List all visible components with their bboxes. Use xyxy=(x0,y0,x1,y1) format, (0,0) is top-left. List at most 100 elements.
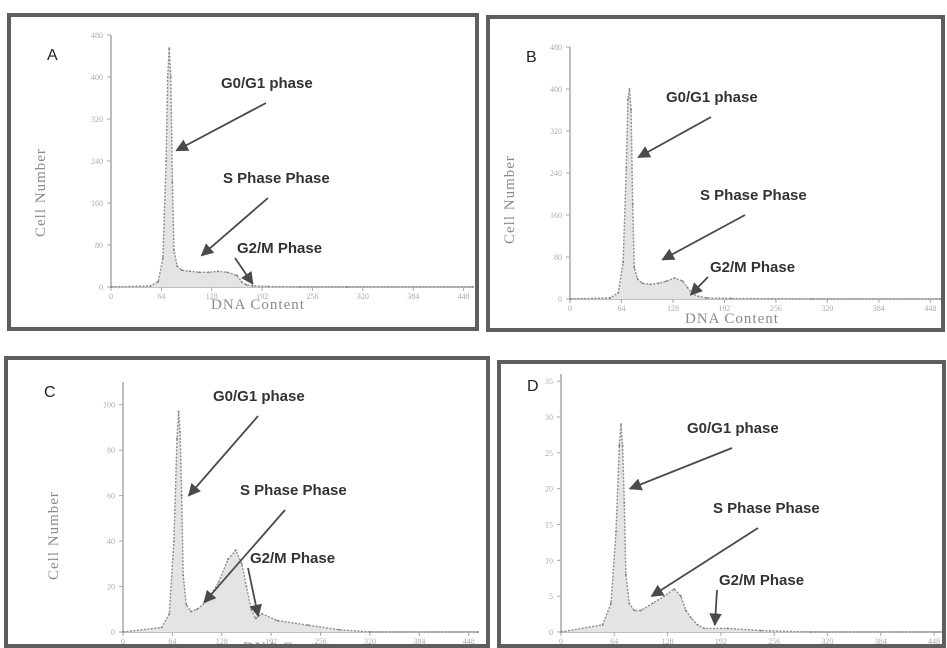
data-point xyxy=(657,282,660,285)
annotation-arrow xyxy=(689,276,709,296)
annotation-arrow xyxy=(175,102,267,152)
y-tick-label: 320 xyxy=(91,115,103,124)
panel-a: 0 80 160 240 320 400 480 0 64 128 192 256 320 384 448 A… xyxy=(7,13,479,331)
phase-annotation-label: G2/M Phase xyxy=(719,572,805,589)
data-point xyxy=(631,203,634,206)
y-axis-title: Cell Number xyxy=(502,155,518,244)
data-point xyxy=(689,616,692,619)
y-tick-label: 240 xyxy=(550,169,562,178)
histogram-plot: 0 80 160 240 320 400 480 0 64 128 192 256 320 384 448 xyxy=(550,43,941,313)
data-point xyxy=(627,98,629,101)
data-point xyxy=(601,623,604,626)
y-tick-label: 15 xyxy=(545,521,553,530)
data-point xyxy=(236,274,238,277)
x-tick-label: 320 xyxy=(821,304,833,313)
data-point xyxy=(621,444,624,447)
phase-annotation-label: G0/G1 phase xyxy=(687,420,779,437)
data-point xyxy=(622,261,624,264)
x-tick-label: 128 xyxy=(216,637,228,644)
data-point xyxy=(217,270,219,273)
data-point xyxy=(149,285,152,287)
data-point xyxy=(569,298,571,300)
data-point xyxy=(165,160,167,162)
data-point xyxy=(939,298,941,300)
data-point xyxy=(180,269,183,272)
y-tick-label: 0 xyxy=(549,628,553,637)
panel-c: 0 20 40 60 80 100 0 64 128 192 256 320 384 448 C Cell N… xyxy=(4,356,490,648)
y-tick-label: 480 xyxy=(91,31,103,40)
data-point xyxy=(477,631,479,633)
data-point xyxy=(759,629,762,632)
data-point xyxy=(162,257,164,260)
y-tick-label: 400 xyxy=(91,73,103,82)
data-point xyxy=(633,609,636,612)
data-point xyxy=(610,602,612,605)
x-tick-label: 192 xyxy=(265,637,277,644)
data-point xyxy=(227,558,229,561)
x-tick-label: 384 xyxy=(873,304,885,313)
data-point xyxy=(190,610,192,613)
data-point xyxy=(705,297,708,299)
x-tick-label: 384 xyxy=(413,637,425,644)
x-tick-label: 64 xyxy=(168,637,176,644)
annotation-arrow xyxy=(234,257,254,285)
x-tick-label: 320 xyxy=(357,292,369,301)
annotation-arrow xyxy=(709,589,722,627)
histogram-plot: 0 80 160 240 320 400 480 0 64 128 192 256 320 384 448 xyxy=(91,31,474,301)
panel-letter: C xyxy=(44,384,56,401)
y-tick-label: 20 xyxy=(107,583,115,592)
data-point xyxy=(686,286,689,289)
phase-annotation-label: G2/M Phase xyxy=(710,259,796,276)
annotation-arrow xyxy=(203,509,286,604)
data-point xyxy=(663,595,666,598)
y-tick-label: 320 xyxy=(550,127,562,136)
x-tick-label: 192 xyxy=(718,304,730,313)
panel-d: 0 5 10 15 20 25 30 35 0 64 128 192 256 320 384 448 D Cell… xyxy=(497,360,946,648)
data-point xyxy=(182,574,185,577)
x-tick-label: 64 xyxy=(157,292,165,301)
data-point xyxy=(122,631,124,633)
histogram-area xyxy=(123,411,478,632)
panel-letter: D xyxy=(527,378,539,395)
data-point xyxy=(729,297,732,300)
x-tick-label: 320 xyxy=(821,637,833,644)
histogram-area xyxy=(561,424,942,632)
y-axis-title: Cell Number xyxy=(497,545,498,634)
y-tick-label: 240 xyxy=(91,157,103,166)
data-point xyxy=(633,266,636,269)
data-point xyxy=(185,603,188,606)
x-tick-label: 0 xyxy=(109,292,113,301)
x-tick-label: 0 xyxy=(121,637,125,644)
x-tick-label: 0 xyxy=(559,637,563,644)
phase-annotation-label: S Phase Phase xyxy=(223,170,330,187)
y-tick-label: 80 xyxy=(554,253,562,262)
data-point xyxy=(560,631,562,633)
data-point xyxy=(166,76,169,78)
data-point xyxy=(157,280,160,283)
data-point xyxy=(628,602,631,605)
data-point xyxy=(168,47,171,50)
y-tick-label: 60 xyxy=(107,492,115,501)
data-point xyxy=(240,562,243,565)
data-point xyxy=(472,286,474,288)
data-point xyxy=(261,612,263,615)
data-point xyxy=(628,88,631,90)
data-point xyxy=(160,626,163,629)
data-point xyxy=(697,295,700,298)
data-point xyxy=(169,76,172,78)
data-point xyxy=(681,280,684,283)
histogram-line xyxy=(560,424,942,633)
data-point xyxy=(696,623,699,626)
x-tick-label: 384 xyxy=(407,292,419,301)
data-point xyxy=(630,109,633,111)
data-point xyxy=(726,627,729,630)
x-tick-label: 448 xyxy=(924,304,936,313)
y-tick-label: 10 xyxy=(545,556,553,565)
phase-annotation-label: G0/G1 phase xyxy=(221,75,313,92)
x-tick-label: 64 xyxy=(610,637,618,644)
data-point xyxy=(254,617,257,620)
annotation-arrow xyxy=(200,197,269,257)
data-point xyxy=(168,612,171,615)
data-point xyxy=(176,437,178,440)
x-tick-label: 448 xyxy=(928,637,940,644)
